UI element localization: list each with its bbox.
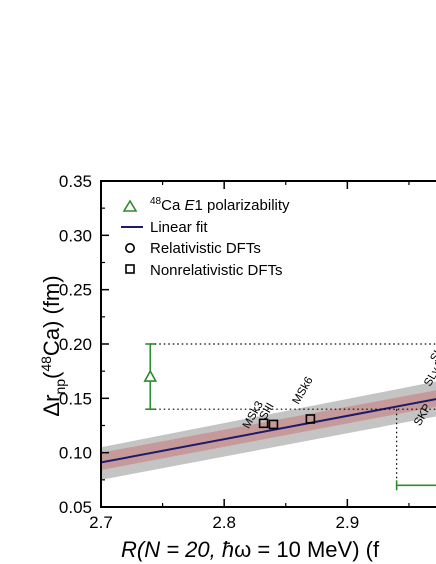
confidence-bands [101,381,436,480]
y-tick-label-4: 0.25 [59,281,92,300]
y-axis-title-delta: Δr [39,395,64,417]
legend-polarizability-sup: 48 [150,196,162,207]
y-axis-title-el: Ca) (fm) [39,275,64,356]
nonrel-point-0 [258,418,269,429]
axis-ticks: 2.72.82.93.03.13.23.30.050.100.150.200.2… [59,172,410,532]
legend-circle-icon [125,243,136,254]
legend-polarizability-italic: E [184,197,195,214]
legend-nonrelativistic: Nonrelativistic DFTs [150,262,283,279]
legend-polarizability: 48Ca E1 polarizability [150,196,290,214]
point-label-2: MSk6 [291,375,316,406]
y-axis-title: Δrnp(48Ca) (fm) [38,275,68,416]
legend-polarizability-b: 1 polarizability [194,197,290,214]
legend-relativistic: Relativistic DFTs [150,240,261,257]
legend-triangle-icon [122,199,138,212]
y-tick-label-0: 0.05 [59,498,92,517]
x-axis-title: R(N = 20, ħω = 10 MeV) (f [121,537,380,562]
polarizability-y-marker [143,369,158,382]
x-axis-title-rest: ω = 10 MeV) (f [234,537,380,562]
point-label-4: SLy4 [422,360,436,389]
x-tick-label-1: 2.8 [212,513,236,532]
y-axis-title-sup: 48 [38,356,54,372]
nonrel-point-2 [305,414,316,424]
legend-polarizability-a: Ca [161,197,184,214]
y-tick-label-3: 0.20 [59,335,92,354]
y-axis-title-open: ( [39,371,64,379]
legend-linear-fit: Linear fit [150,219,208,236]
y-tick-label-5: 0.30 [59,226,92,245]
y-tick-label-1: 0.10 [59,444,92,463]
x-axis-title-main: R(N = 20, [121,537,222,562]
x-tick-label-2: 2.9 [336,513,360,532]
y-tick-label-2: 0.15 [59,389,92,408]
nonrel-point-1 [268,419,279,430]
point-label-5: SLy5 [428,336,436,364]
y-tick-label-6: 0.35 [59,172,92,191]
x-tick-label-0: 2.7 [89,513,113,532]
linear-fit-line [101,398,436,464]
x-axis-title-hbar: ħ [222,537,234,562]
legend: 48Ca E1 polarizability Linear fit Relati… [121,196,290,279]
data-points [143,369,316,430]
y-axis-title-sub: np [52,379,68,395]
legend-square-icon [125,264,135,274]
